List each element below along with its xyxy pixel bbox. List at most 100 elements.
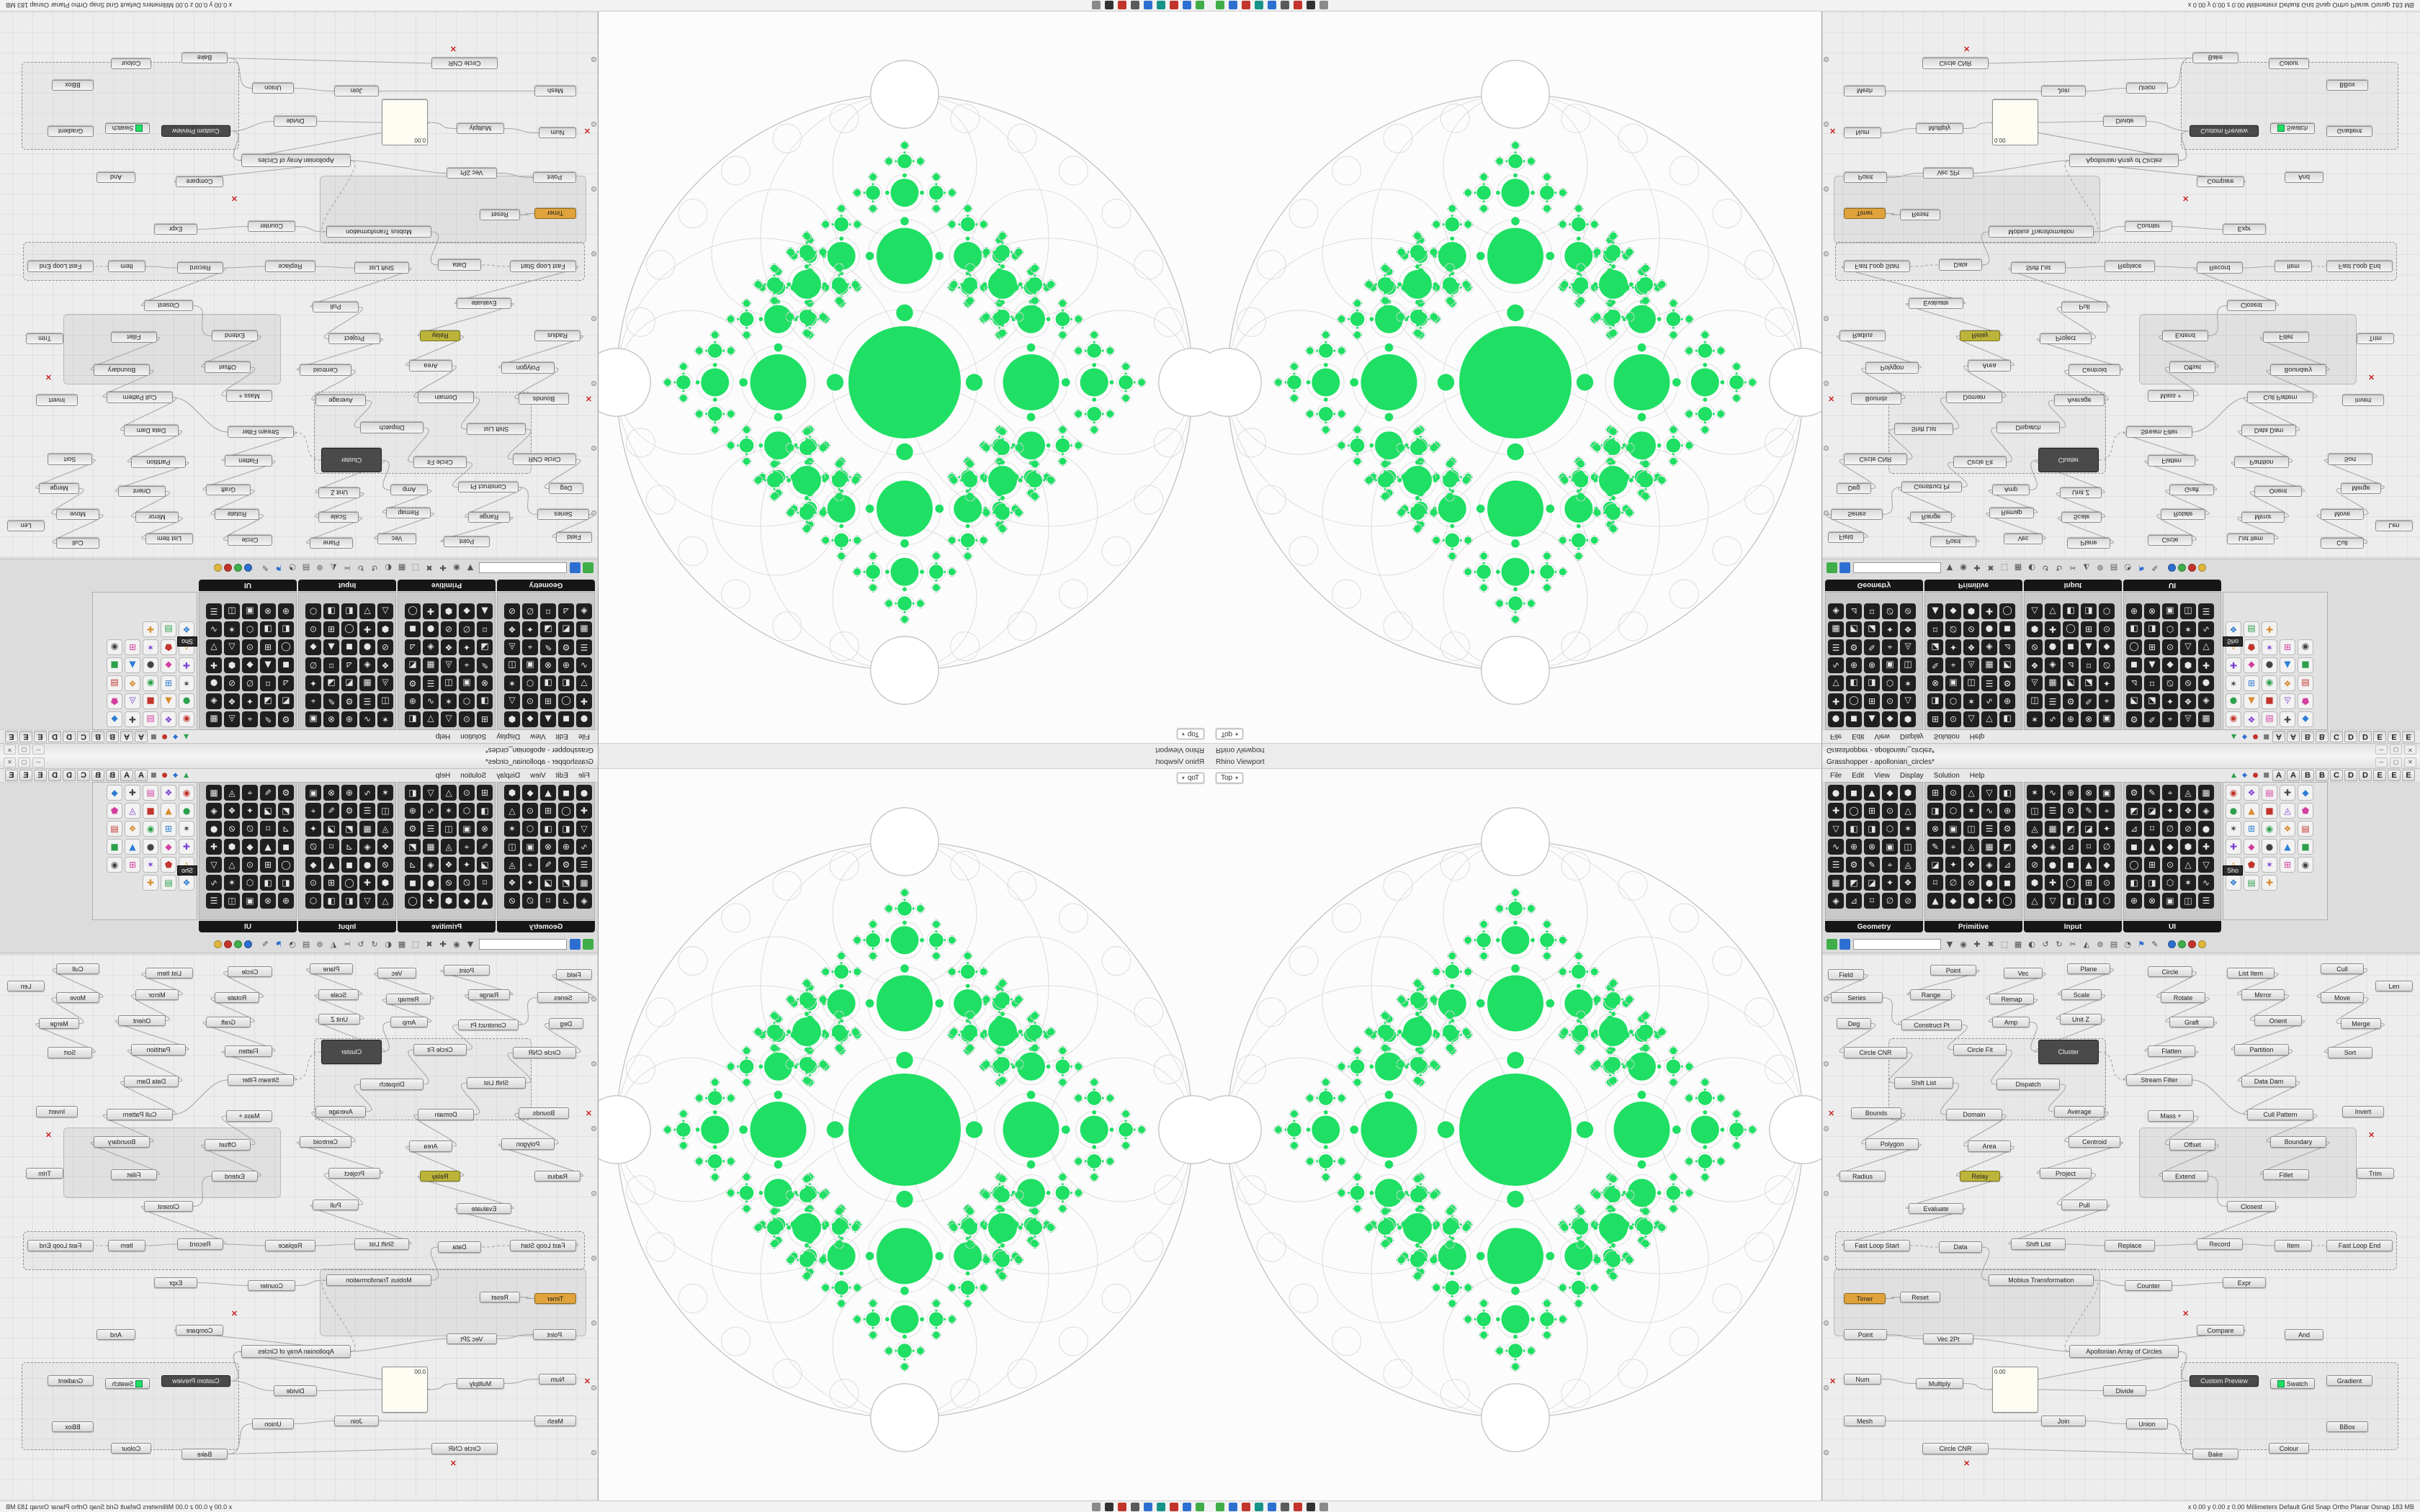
component-icon[interactable]: ◼ — [1846, 711, 1862, 727]
component-icon[interactable]: ⌖ — [305, 693, 321, 709]
node-orient[interactable]: Orient — [118, 486, 166, 497]
component-icon[interactable]: ◆ — [2162, 657, 2178, 673]
component-icon[interactable]: ✶ — [143, 857, 158, 873]
node-canvas[interactable]: Field Point Vec Plane Circle List Item Cull Len… — [0, 12, 598, 557]
component-icon[interactable]: ✚ — [423, 893, 439, 909]
component-icon[interactable]: ▣ — [1882, 839, 1898, 855]
menu-help[interactable]: Help — [435, 732, 451, 741]
component-icon[interactable]: ⊗ — [323, 785, 339, 801]
component-icon[interactable]: ⬡ — [2162, 875, 2178, 891]
node-apollonian-array-of-circles[interactable]: Apollonian Array of Circles — [241, 1345, 351, 1358]
toolbar-icon-4[interactable]: ⬚ — [411, 563, 420, 572]
component-icon[interactable]: ◆ — [305, 857, 321, 873]
node-canvas[interactable]: Field Point Vec Plane Circle List Item Cull Len… — [1822, 955, 2420, 1500]
canvas-search-input[interactable] — [479, 562, 567, 573]
component-icon[interactable]: ⊿ — [2063, 657, 2079, 673]
node-mass-[interactable]: Mass + — [226, 1110, 272, 1122]
component-icon[interactable]: ▲ — [1864, 785, 1880, 801]
component-icon[interactable]: ▽ — [423, 785, 439, 801]
component-icon[interactable]: ⚙ — [2063, 693, 2079, 709]
component-icon[interactable]: ⊞ — [161, 821, 176, 837]
component-icon[interactable]: ◼ — [1999, 875, 2015, 891]
component-icon[interactable]: ◬ — [1900, 857, 1916, 873]
component-icon[interactable]: ◩ — [405, 839, 421, 855]
component-icon[interactable]: ✶ — [377, 785, 393, 801]
component-icon[interactable]: ▤ — [143, 711, 158, 727]
component-icon[interactable]: ⊗ — [260, 893, 276, 909]
component-icon[interactable]: ◪ — [1927, 639, 1943, 655]
toolbar-icon-7[interactable]: ↺ — [371, 563, 378, 572]
component-icon[interactable]: ⊞ — [540, 803, 556, 819]
component-icon[interactable]: ◬ — [2027, 821, 2043, 837]
letter-tab-d-6[interactable]: D — [2359, 731, 2372, 742]
component-icon[interactable]: ◪ — [260, 803, 276, 819]
component-icon[interactable]: ⊞ — [477, 785, 493, 801]
component-icon[interactable]: ⊞ — [1864, 803, 1880, 819]
letter-tab-b-3[interactable]: B — [2316, 731, 2329, 742]
param-nub[interactable] — [1824, 510, 1829, 516]
component-icon[interactable]: ⬢ — [504, 785, 520, 801]
component-icon[interactable]: ⊗ — [1927, 821, 1943, 837]
panel-tab-geometry[interactable]: Geometry — [497, 921, 595, 932]
node-centroid[interactable]: Centroid — [300, 1136, 351, 1148]
component-icon[interactable]: ✶ — [2027, 785, 2043, 801]
component-icon[interactable]: ⌖ — [1882, 639, 1898, 655]
node-union[interactable]: Union — [252, 83, 294, 94]
component-icon[interactable]: ∿ — [206, 875, 222, 891]
letter-tab-a-0[interactable]: A — [135, 770, 148, 781]
minimize-button[interactable]: ─ — [2375, 757, 2388, 768]
node-unit-z[interactable]: Unit Z — [2060, 487, 2102, 498]
component-icon[interactable]: ⊿ — [2063, 839, 2079, 855]
component-icon[interactable]: ∿ — [359, 711, 375, 727]
node-rotate[interactable]: Rotate — [2161, 992, 2205, 1003]
component-icon[interactable]: ◈ — [2045, 839, 2061, 855]
node-expr[interactable]: Expr — [2223, 224, 2266, 235]
component-icon[interactable]: ◉ — [2226, 785, 2241, 801]
component-icon[interactable]: ▦ — [576, 875, 592, 891]
node-polygon[interactable]: Polygon — [501, 1138, 555, 1150]
component-icon[interactable]: ⊞ — [2280, 639, 2295, 655]
menu-edit[interactable]: Edit — [555, 771, 568, 780]
component-icon[interactable]: ∅ — [2162, 821, 2178, 837]
node-len[interactable]: Len — [2375, 981, 2413, 991]
component-icon[interactable]: ⊞ — [323, 621, 339, 637]
component-icon[interactable]: ◫ — [1900, 839, 1916, 855]
component-icon[interactable]: ✎ — [1864, 639, 1880, 655]
taskbar-app-icon-3[interactable] — [1255, 1502, 1263, 1511]
component-icon[interactable]: ◉ — [2226, 711, 2241, 727]
param-nub[interactable] — [591, 186, 596, 192]
node-project[interactable]: Project — [2040, 1168, 2092, 1179]
node-relay[interactable]: Relay — [1960, 330, 2000, 341]
component-icon[interactable]: ◈ — [1981, 639, 1997, 655]
component-icon[interactable]: ▲ — [161, 693, 176, 709]
param-nub[interactable] — [1824, 1126, 1829, 1131]
component-icon[interactable]: ▲ — [1927, 893, 1943, 909]
component-icon[interactable]: ◪ — [477, 639, 493, 655]
component-icon[interactable]: ◬ — [1963, 839, 1979, 855]
node-move[interactable]: Move — [2321, 509, 2364, 520]
letter-tab-a-0[interactable]: A — [2272, 731, 2285, 742]
component-icon[interactable]: ■ — [107, 657, 122, 673]
component-icon[interactable]: ⊿ — [341, 657, 357, 673]
menu-solution[interactable]: Solution — [460, 771, 487, 780]
node-join[interactable]: Join — [334, 86, 379, 96]
component-icon[interactable]: ⬢ — [377, 875, 393, 891]
node-cluster[interactable]: Cluster — [321, 1040, 382, 1064]
node-boundary[interactable]: Boundary — [2270, 1136, 2326, 1148]
node-replace[interactable]: Replace — [2105, 261, 2155, 272]
component-icon[interactable]: ◩ — [558, 875, 574, 891]
component-icon[interactable]: ❖ — [2226, 875, 2241, 891]
component-icon[interactable]: ⊕ — [2126, 603, 2142, 619]
node-closest[interactable]: Closest — [144, 1201, 193, 1212]
component-icon[interactable]: ▤ — [2244, 621, 2259, 637]
node-circle-fit[interactable]: Circle Fit — [1953, 1044, 2007, 1056]
node-average[interactable]: Average — [315, 395, 366, 406]
save-icon[interactable] — [570, 562, 581, 573]
component-icon[interactable]: ● — [206, 821, 222, 837]
component-icon[interactable]: ❖ — [504, 621, 520, 637]
node-data-dam[interactable]: Data Dam — [124, 1076, 179, 1087]
component-icon[interactable]: ◯ — [2126, 639, 2142, 655]
component-icon[interactable]: ▲ — [540, 711, 556, 727]
display-dot-1[interactable] — [234, 564, 242, 572]
component-icon[interactable]: ⌑ — [260, 675, 276, 691]
